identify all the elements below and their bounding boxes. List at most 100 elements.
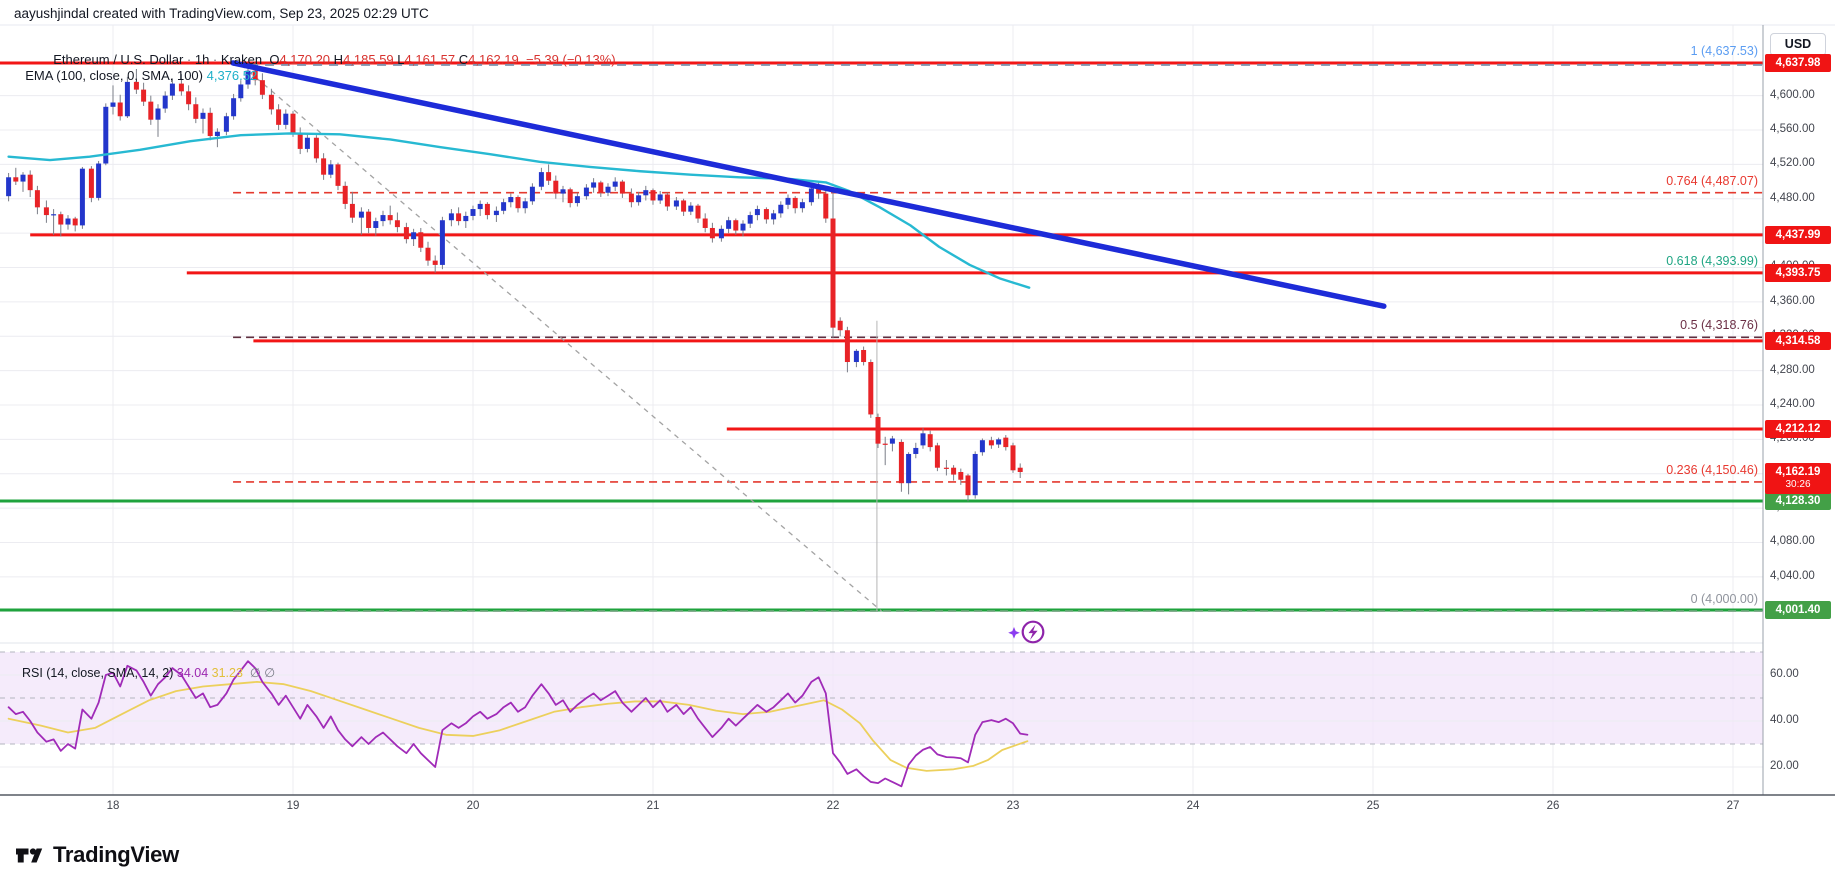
candle-down (619, 181, 625, 194)
candle-up (283, 113, 289, 125)
time-axis-label[interactable]: 26 (1546, 800, 1560, 812)
time-axis-label[interactable]: 22 (826, 800, 840, 812)
candle-down (792, 197, 798, 209)
price-badge: 4,437.99 (1765, 225, 1831, 244)
candle-down (148, 101, 154, 120)
candle-up (996, 439, 1002, 445)
candle-up (657, 194, 663, 201)
candle-down (133, 81, 139, 90)
candle-down (321, 158, 327, 175)
candle-down (567, 189, 573, 204)
candle-up (979, 440, 985, 453)
candle-up (238, 84, 244, 99)
candle-down (1003, 437, 1009, 448)
candle-down (88, 168, 94, 198)
candle-up (162, 95, 168, 109)
candle-down (178, 83, 184, 92)
candle-down (456, 213, 462, 222)
quick-action-zap-icon[interactable] (1006, 617, 1052, 654)
time-axis-label[interactable]: 21 (646, 800, 660, 812)
candles-layer (6, 62, 1023, 502)
candle-down (394, 220, 400, 228)
candle-down (650, 190, 656, 201)
tradingview-logo-icon (16, 848, 43, 863)
candle-up (583, 187, 589, 197)
candle-down (186, 91, 192, 105)
candle-down (868, 362, 874, 415)
candle-down (927, 434, 933, 448)
candle-down (837, 320, 843, 331)
candle-up (477, 203, 483, 210)
price-badge: 4,637.98 (1765, 54, 1831, 72)
open-value: 4,170.20 (279, 52, 331, 67)
candle-up (358, 211, 364, 218)
candle-down (861, 349, 867, 363)
time-axis-label[interactable]: 20 (466, 800, 480, 812)
candle-down (695, 205, 701, 219)
open-label: O (269, 52, 280, 67)
candle-up (636, 195, 642, 203)
candle-up (51, 214, 57, 216)
rsi-legend[interactable]: RSI (14, close, SMA, 14, 2) 34.04 31.23 … (15, 651, 275, 680)
candle-up (231, 98, 237, 117)
candle-up (643, 190, 649, 196)
time-axis-label[interactable]: 19 (286, 800, 300, 812)
rsi-legend-label: RSI (14, close, SMA, 14, 2) (21, 666, 174, 680)
candle-down (268, 94, 274, 110)
time-axis-label[interactable]: 18 (106, 800, 120, 812)
time-axis-label[interactable]: 25 (1366, 800, 1380, 812)
candle-down (965, 475, 971, 496)
candle-up (169, 83, 175, 96)
candle-up (223, 116, 229, 132)
rsi-empty-1: ∅ (249, 666, 261, 680)
candle-up (605, 186, 611, 193)
candle-down (72, 218, 78, 226)
candle-up (688, 205, 694, 212)
price-badge: 4,212.12 (1765, 419, 1831, 438)
candle-down (141, 89, 147, 102)
ema-legend[interactable]: EMA (100, close, 0, SMA, 100) 4,376.52 (18, 53, 257, 83)
candle-down (681, 200, 687, 212)
candle-up (110, 102, 116, 107)
candle-up (463, 215, 469, 222)
fib-level-label: 1 (4,637.53) (1690, 44, 1758, 59)
candle-up (79, 168, 85, 226)
candle-down (1017, 467, 1023, 473)
change-value: −5.39 (−0.13%) (526, 52, 616, 67)
candle-down (988, 440, 994, 446)
symbol-header[interactable]: Ethereum / U.S. Dollar · 1h · Kraken O4,… (53, 52, 616, 67)
time-axis-label[interactable]: 23 (1006, 800, 1020, 812)
price-badge: 4,001.40 (1765, 601, 1831, 619)
fib-level-label: 0.5 (4,318.76) (1680, 318, 1758, 333)
candle-down (366, 211, 372, 228)
fib-level-label: 0.764 (4,487.07) (1666, 173, 1758, 188)
candle-up (6, 177, 12, 197)
candle-down (297, 132, 303, 149)
rsi-tick-label: 20.00 (1770, 760, 1799, 772)
candle-down (958, 472, 964, 480)
candle-down (816, 188, 822, 194)
high-value: 4,185.59 (343, 52, 394, 67)
candle-up (906, 453, 912, 484)
currency-selector[interactable]: USD (1770, 33, 1826, 56)
candle-up (740, 223, 746, 231)
candle-up (785, 197, 791, 205)
candle-down (875, 417, 881, 444)
rsi-value: 34.04 (176, 666, 209, 680)
candle-up (920, 433, 926, 446)
candle-down (664, 194, 670, 207)
candle-down (763, 209, 769, 220)
candle-up (560, 189, 566, 194)
time-axis-label[interactable]: 24 (1186, 800, 1200, 812)
candle-down (934, 445, 940, 468)
candle-up (522, 201, 528, 209)
time-axis-label[interactable]: 27 (1726, 800, 1740, 812)
footer-brand[interactable]: TradingView (14, 840, 179, 870)
candle-down (425, 247, 431, 261)
tradingview-wordmark: TradingView (53, 842, 179, 867)
candle-up (673, 200, 679, 207)
candle-up (799, 202, 805, 209)
candle-up (718, 228, 724, 239)
low-value: 4,161.57 (404, 52, 456, 67)
candle-down (335, 164, 341, 186)
